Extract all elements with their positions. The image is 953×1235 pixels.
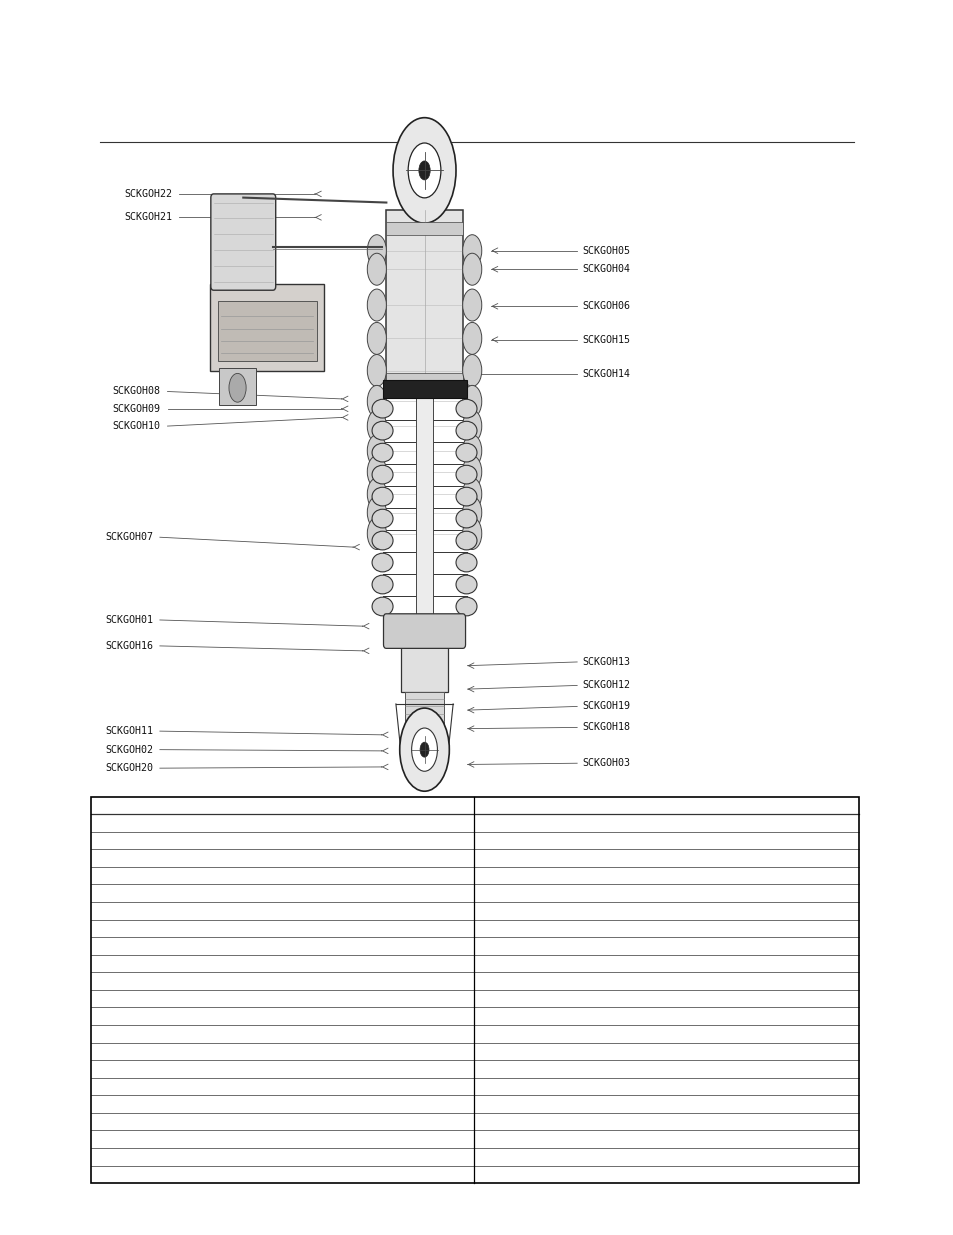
Ellipse shape xyxy=(367,478,386,510)
Text: SCKGOH03: SCKGOH03 xyxy=(581,758,629,768)
Ellipse shape xyxy=(462,478,481,510)
Bar xyxy=(386,210,462,385)
Ellipse shape xyxy=(372,466,393,484)
Ellipse shape xyxy=(372,399,393,417)
Ellipse shape xyxy=(419,742,429,757)
Ellipse shape xyxy=(462,289,481,321)
Text: SCKGOH15: SCKGOH15 xyxy=(581,335,629,345)
Ellipse shape xyxy=(367,496,386,529)
Ellipse shape xyxy=(372,509,393,527)
Ellipse shape xyxy=(456,531,476,550)
Text: SCKGOH04: SCKGOH04 xyxy=(581,264,629,274)
Text: SCKGOH19: SCKGOH19 xyxy=(581,701,629,711)
Text: SCKGOH16: SCKGOH16 xyxy=(105,641,152,651)
Bar xyxy=(416,595,433,618)
Text: SCKGOH13: SCKGOH13 xyxy=(581,657,629,667)
Ellipse shape xyxy=(462,354,481,387)
Ellipse shape xyxy=(456,421,476,440)
Bar xyxy=(416,398,433,420)
Bar xyxy=(400,645,448,692)
Text: SCKGOH05: SCKGOH05 xyxy=(581,246,629,256)
Ellipse shape xyxy=(372,421,393,440)
Ellipse shape xyxy=(367,354,386,387)
Ellipse shape xyxy=(462,496,481,529)
FancyBboxPatch shape xyxy=(383,614,465,648)
Ellipse shape xyxy=(462,235,481,267)
Ellipse shape xyxy=(462,385,481,417)
Ellipse shape xyxy=(456,399,476,417)
Ellipse shape xyxy=(367,385,386,417)
Bar xyxy=(416,552,433,573)
Ellipse shape xyxy=(399,708,449,792)
Ellipse shape xyxy=(462,322,481,354)
Ellipse shape xyxy=(456,488,476,506)
Ellipse shape xyxy=(367,289,386,321)
Ellipse shape xyxy=(456,576,476,594)
Bar xyxy=(91,797,858,1183)
Text: SCKGOH12: SCKGOH12 xyxy=(581,680,629,690)
Text: SCKGOH11: SCKGOH11 xyxy=(105,726,152,736)
Text: SCKGOH20: SCKGOH20 xyxy=(105,763,152,773)
Ellipse shape xyxy=(367,435,386,467)
Bar xyxy=(416,420,433,442)
Bar xyxy=(410,204,438,226)
Bar xyxy=(416,398,433,729)
Ellipse shape xyxy=(456,553,476,572)
Text: SCKGOH07: SCKGOH07 xyxy=(105,532,152,542)
Bar xyxy=(217,301,316,361)
Bar xyxy=(210,284,324,370)
Ellipse shape xyxy=(367,456,386,488)
Ellipse shape xyxy=(456,443,476,462)
Bar xyxy=(416,485,433,508)
Text: SCKGOH06: SCKGOH06 xyxy=(581,301,629,311)
Ellipse shape xyxy=(408,143,440,198)
Text: SCKGOH14: SCKGOH14 xyxy=(581,369,629,379)
Ellipse shape xyxy=(367,253,386,285)
Text: SCKGOH02: SCKGOH02 xyxy=(105,745,152,755)
Ellipse shape xyxy=(462,410,481,442)
Ellipse shape xyxy=(456,466,476,484)
Bar xyxy=(386,222,462,235)
Ellipse shape xyxy=(367,410,386,442)
Bar xyxy=(416,573,433,595)
Ellipse shape xyxy=(372,488,393,506)
Bar xyxy=(386,373,462,385)
FancyBboxPatch shape xyxy=(211,194,275,290)
Text: SCKGOH10: SCKGOH10 xyxy=(112,421,160,431)
Ellipse shape xyxy=(372,553,393,572)
Bar xyxy=(382,380,466,398)
Ellipse shape xyxy=(418,161,430,180)
Text: SCKGOH22: SCKGOH22 xyxy=(124,189,172,199)
Ellipse shape xyxy=(367,322,386,354)
Text: SCKGOH09: SCKGOH09 xyxy=(112,404,160,414)
Ellipse shape xyxy=(456,509,476,527)
Ellipse shape xyxy=(367,517,386,550)
Ellipse shape xyxy=(393,117,456,224)
Ellipse shape xyxy=(372,576,393,594)
Bar xyxy=(405,692,443,729)
Bar xyxy=(416,463,433,485)
Ellipse shape xyxy=(462,456,481,488)
Ellipse shape xyxy=(372,443,393,462)
Ellipse shape xyxy=(367,235,386,267)
Bar xyxy=(219,368,255,405)
Ellipse shape xyxy=(411,727,437,772)
Ellipse shape xyxy=(372,598,393,616)
Ellipse shape xyxy=(462,517,481,550)
Ellipse shape xyxy=(462,253,481,285)
Bar xyxy=(416,442,433,463)
Ellipse shape xyxy=(462,435,481,467)
Ellipse shape xyxy=(229,373,246,403)
Ellipse shape xyxy=(456,598,476,616)
Text: SCKGOH08: SCKGOH08 xyxy=(112,387,160,396)
Text: SCKGOH01: SCKGOH01 xyxy=(105,615,152,625)
Ellipse shape xyxy=(372,531,393,550)
Bar xyxy=(416,530,433,552)
Bar xyxy=(416,508,433,530)
Text: SCKGOH18: SCKGOH18 xyxy=(581,722,629,732)
Text: SCKGOH21: SCKGOH21 xyxy=(124,212,172,222)
